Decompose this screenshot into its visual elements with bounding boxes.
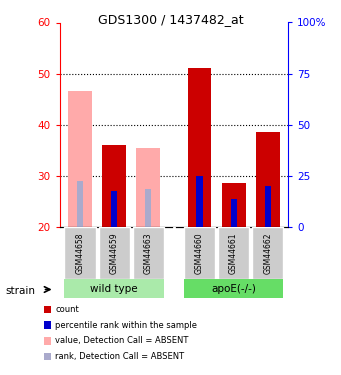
Text: GSM44661: GSM44661 (229, 232, 238, 274)
Bar (136, 148, 160, 227)
Bar (145, 189, 151, 227)
Bar (265, 186, 271, 227)
Text: percentile rank within the sample: percentile rank within the sample (55, 321, 197, 330)
Bar (44, 321, 51, 329)
Bar (111, 191, 117, 227)
Bar (252, 227, 283, 279)
Bar (256, 132, 280, 227)
Bar (184, 279, 283, 298)
Bar (44, 353, 51, 360)
Bar (44, 337, 51, 345)
Text: count: count (55, 305, 79, 314)
Text: GSM44662: GSM44662 (263, 232, 272, 274)
Text: apoE(-/-): apoE(-/-) (211, 284, 256, 294)
Text: wild type: wild type (90, 284, 138, 294)
Bar (133, 227, 164, 279)
Bar (64, 279, 164, 298)
Text: rank, Detection Call = ABSENT: rank, Detection Call = ABSENT (55, 352, 184, 361)
Text: GSM44658: GSM44658 (76, 232, 85, 274)
Bar (99, 227, 130, 279)
Bar (184, 227, 215, 279)
Text: GSM44663: GSM44663 (144, 232, 153, 274)
Bar (231, 199, 237, 227)
Text: strain: strain (5, 286, 35, 296)
Bar (68, 92, 92, 227)
Text: GDS1300 / 1437482_at: GDS1300 / 1437482_at (98, 13, 243, 26)
Bar (64, 227, 96, 279)
Bar (77, 181, 83, 227)
Text: GSM44659: GSM44659 (110, 232, 119, 274)
Text: value, Detection Call = ABSENT: value, Detection Call = ABSENT (55, 336, 189, 345)
Bar (44, 306, 51, 313)
Bar (102, 145, 126, 227)
Bar (196, 176, 203, 227)
Bar (218, 227, 249, 279)
Bar (222, 183, 246, 227)
Text: GSM44660: GSM44660 (195, 232, 204, 274)
Bar (188, 69, 211, 227)
